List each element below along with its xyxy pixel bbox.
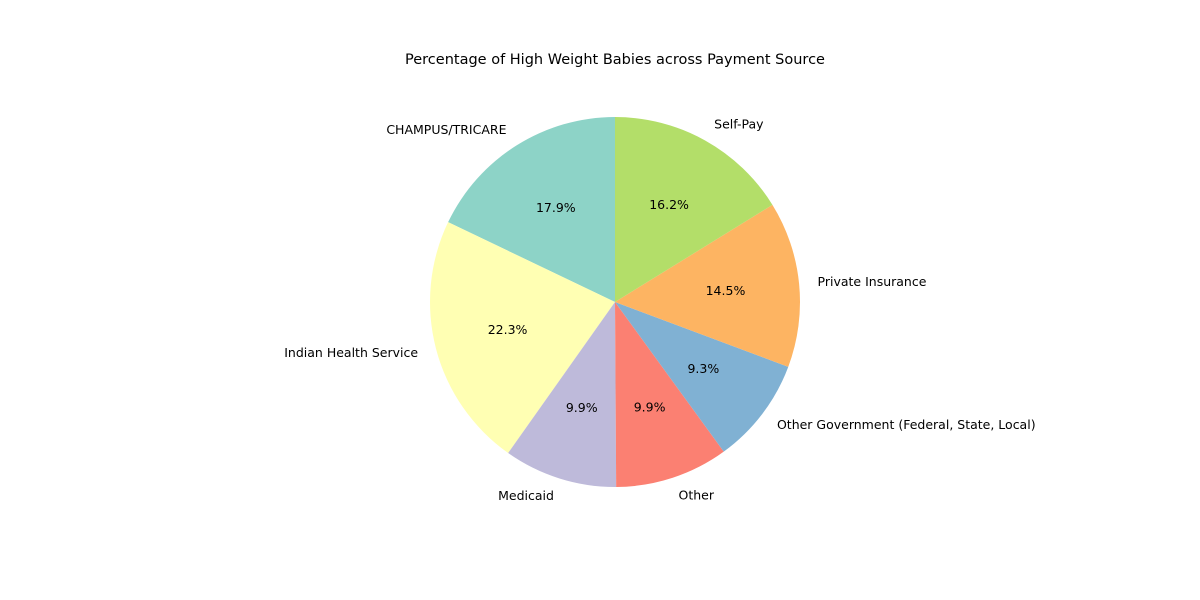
pie-slice-other [615, 302, 724, 487]
pie-category-label: Other Government (Federal, State, Local) [777, 417, 1036, 432]
pie-percent-label: 17.9% [536, 200, 576, 215]
chart-title: Percentage of High Weight Babies across … [405, 52, 825, 68]
pie-slice-self-pay [615, 117, 773, 302]
pie-percent-label: 22.3% [488, 322, 528, 337]
pie-category-label: Private Insurance [818, 274, 927, 289]
pie-percent-label: 9.9% [634, 399, 666, 414]
pie-category-label: Indian Health Service [284, 345, 418, 360]
pie-slice-indian-health-service [430, 222, 615, 454]
pie-category-label: Self-Pay [714, 116, 764, 131]
pie-slice-other-government-federal-state-local [615, 302, 789, 452]
pie-slice-private-insurance [615, 204, 800, 367]
pie-percent-label: 9.3% [687, 361, 719, 376]
pie-percent-label: 14.5% [706, 283, 746, 298]
pie-slice-medicaid [508, 302, 617, 487]
pie-category-label: Medicaid [498, 488, 554, 503]
pie-slices [430, 117, 800, 487]
pie-slice-champus-tricare [448, 117, 615, 302]
pie-percent-label: 9.9% [566, 400, 598, 415]
pie-percent-label: 16.2% [649, 197, 689, 212]
pie-category-label: Other [678, 487, 714, 502]
pie-category-label: CHAMPUS/TRICARE [386, 122, 506, 137]
pie-labels: 17.9% CHAMPUS/TRICARE 22.3% Indian Health S… [284, 116, 1035, 503]
